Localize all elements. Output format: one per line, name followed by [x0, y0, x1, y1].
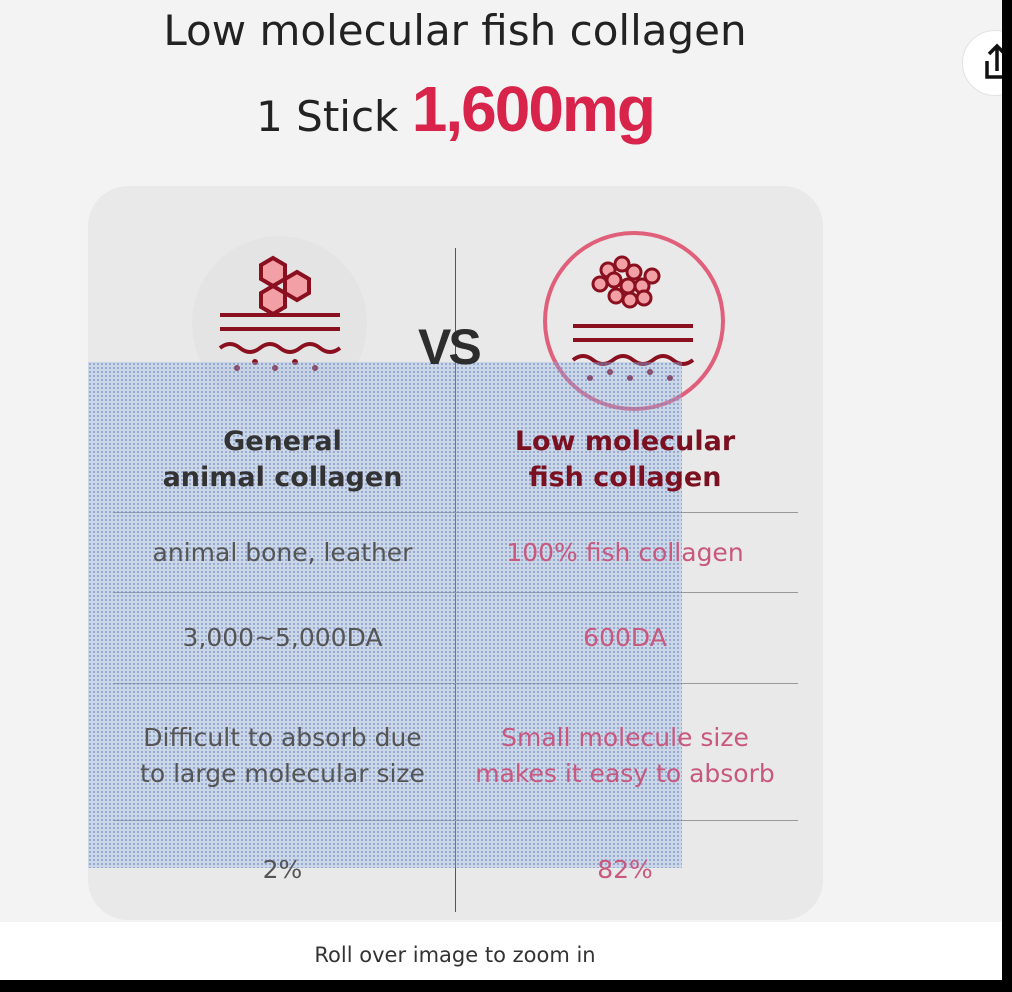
cell-line: makes it easy to absorb: [475, 759, 775, 788]
left-cell-source: animal bone, leather: [152, 538, 413, 567]
image-title: Low molecular fish collagen: [163, 6, 747, 55]
cell-line: Difficult to absorb due: [143, 723, 422, 752]
left-cell-rate: 2%: [262, 855, 303, 884]
stick-label: 1 Stick: [256, 92, 399, 141]
vs-label: VS: [418, 319, 482, 375]
left-cell-weight: 3,000~5,000DA: [182, 623, 383, 652]
image-subtitle: 1 Stick 1,600mg: [0, 72, 910, 146]
zoom-hint: Roll over image to zoom in: [314, 943, 596, 967]
left-header-line: General: [223, 426, 342, 457]
right-header: Low molecular fish collagen: [455, 424, 795, 496]
row-divider: [113, 512, 798, 513]
right-cell-rate: 82%: [597, 855, 653, 884]
right-cell-weight: 600DA: [583, 623, 667, 652]
amount: 1,600mg: [411, 73, 656, 145]
left-header: General animal collagen: [110, 424, 455, 496]
image-viewer: Low molecular fish collagen 1 Stick 1,60…: [0, 0, 1002, 980]
large-molecule-icon: [218, 255, 342, 371]
row-divider: [113, 683, 798, 684]
product-image[interactable]: Low molecular fish collagen 1 Stick 1,60…: [0, 0, 1002, 922]
row-divider: [113, 592, 798, 593]
cell-line: Small molecule size: [501, 723, 749, 752]
right-cell-absorption: Small molecule size makes it easy to abso…: [455, 720, 795, 792]
right-cell-source: 100% fish collagen: [506, 538, 744, 567]
right-header-line: Low molecular: [514, 426, 736, 457]
left-cell-absorption: Difficult to absorb due to large molecula…: [110, 720, 455, 792]
share-icon: [985, 43, 1002, 79]
right-header-line: fish collagen: [528, 462, 722, 493]
small-molecule-icon: [571, 255, 695, 381]
row-divider: [113, 820, 798, 821]
left-header-line: animal collagen: [162, 462, 403, 493]
cell-line: to large molecular size: [140, 759, 425, 788]
share-button[interactable]: [962, 30, 1002, 96]
